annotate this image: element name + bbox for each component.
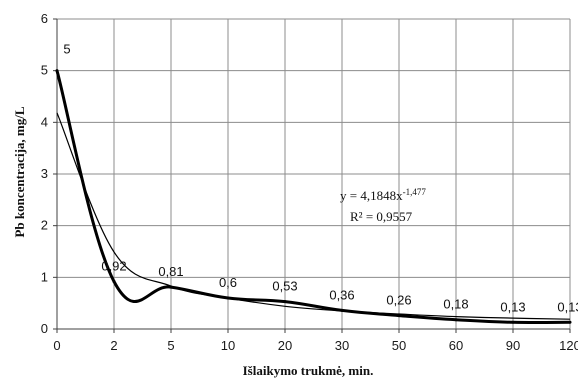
data-label: 0,18 [443, 297, 468, 312]
trendline-equation: y = 4,1848x-1,477 [340, 187, 426, 203]
x-tick-label: 20 [278, 338, 292, 353]
data-label: 0,6 [219, 275, 237, 290]
y-tick-label: 5 [41, 63, 48, 78]
x-tick-label: 60 [449, 338, 463, 353]
x-tick-label: 50 [392, 338, 406, 353]
y-tick-label: 0 [41, 321, 48, 336]
data-label: 0,13 [500, 299, 525, 314]
y-tick-label: 1 [41, 269, 48, 284]
data-label: 0,92 [101, 258, 126, 273]
x-tick-label: 0 [53, 338, 60, 353]
data-point [283, 300, 287, 304]
data-point [55, 69, 59, 73]
data-point [511, 320, 515, 324]
y-tick-label: 2 [41, 218, 48, 233]
x-axis-title: Išlaikymo trukmė, min. [243, 363, 374, 378]
x-tick-label: 5 [167, 338, 174, 353]
x-tick-label: 30 [335, 338, 349, 353]
data-labels: 5 0,92 0,81 0,6 0,53 0,36 0,26 0,18 0,13 0,13 [63, 42, 578, 315]
series [55, 69, 572, 325]
gridlines [57, 18, 571, 329]
data-label: 0,26 [386, 293, 411, 308]
data-point [112, 279, 116, 283]
y-tick-label: 4 [41, 114, 48, 129]
r-squared: R² = 0,9557 [350, 209, 413, 224]
data-label: 5 [63, 42, 70, 57]
trendline-series [56, 112, 571, 320]
y-axis-title: Pb koncentracija, mg/L [12, 106, 27, 237]
data-label: 0,81 [158, 264, 183, 279]
data-point [226, 296, 230, 300]
x-tick-label: 90 [506, 338, 520, 353]
y-tick-label: 3 [41, 166, 48, 181]
x-tick-label: 120 [559, 338, 578, 353]
data-point [397, 314, 401, 318]
y-tick-label: 6 [41, 11, 48, 26]
data-series-line [55, 70, 571, 325]
data-point [454, 318, 458, 322]
data-label: 0,13 [557, 299, 578, 314]
x-tick-label: 10 [221, 338, 235, 353]
data-point [169, 285, 173, 289]
data-point [568, 320, 572, 324]
data-label: 0,36 [329, 287, 354, 302]
x-tick-label: 2 [110, 338, 117, 353]
data-label: 0,53 [272, 279, 297, 294]
axes [53, 18, 571, 333]
data-point [340, 308, 344, 312]
